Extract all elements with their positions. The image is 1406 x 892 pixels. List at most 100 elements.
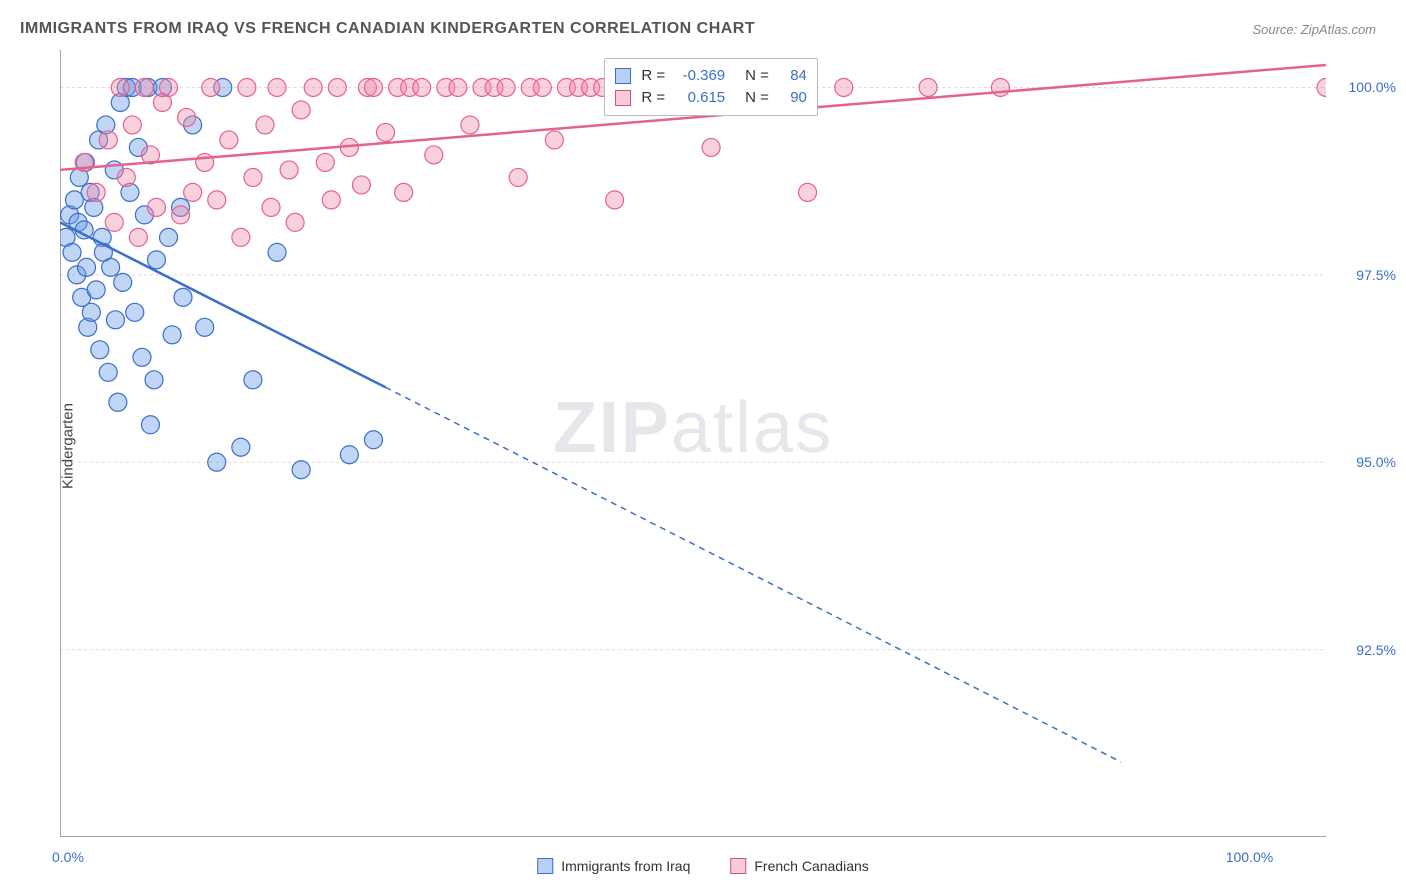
data-point-french [184,183,202,201]
trendline-dashed-iraq [386,387,1121,762]
trendline-iraq [60,222,386,387]
data-point-french [123,116,141,134]
data-point-french [606,191,624,209]
data-point-french [919,78,937,96]
data-point-iraq [91,341,109,359]
legend-swatch [537,858,553,874]
data-point-french [147,198,165,216]
data-point-iraq [63,243,81,261]
data-point-french [135,78,153,96]
data-point-french [160,78,178,96]
legend-n-value: 84 [779,65,807,87]
data-point-iraq [268,243,286,261]
legend-r-value: -0.369 [675,65,725,87]
data-point-french [835,78,853,96]
y-tick-label: 95.0% [1336,454,1396,470]
data-point-french [395,183,413,201]
legend-item: French Canadians [730,858,868,874]
legend-r-label: R = [641,87,665,109]
data-point-iraq [145,371,163,389]
legend-swatch [730,858,746,874]
data-point-french [117,168,135,186]
data-point-french [99,131,117,149]
data-point-french [497,78,515,96]
legend-row: R = 0.615 N = 90 [615,87,807,109]
legend-label: Immigrants from Iraq [561,858,690,874]
legend-label: French Canadians [754,858,868,874]
data-point-french [172,206,190,224]
data-point-french [87,183,105,201]
data-point-french [111,78,129,96]
source-attribution: Source: ZipAtlas.com [1252,22,1376,37]
data-point-iraq [292,461,310,479]
correlation-legend-box: R = -0.369 N = 84 R = 0.615 N = 90 [604,58,818,116]
data-point-french [364,78,382,96]
legend-n-label: N = [745,87,769,109]
data-point-french [799,183,817,201]
data-point-french [268,78,286,96]
data-point-iraq [364,431,382,449]
data-point-french [425,146,443,164]
data-point-french [286,213,304,231]
data-point-french [105,213,123,231]
data-point-french [196,153,214,171]
data-point-french [545,131,563,149]
legend-r-value: 0.615 [675,87,725,109]
data-point-french [461,116,479,134]
data-point-iraq [87,281,105,299]
data-point-french [256,116,274,134]
data-point-french [377,123,395,141]
y-tick-label: 100.0% [1336,79,1396,95]
data-point-french [178,108,196,126]
data-point-iraq [109,393,127,411]
legend-swatch [615,90,631,106]
y-tick-label: 92.5% [1336,642,1396,658]
y-tick-label: 97.5% [1336,267,1396,283]
data-point-french [280,161,298,179]
chart-title: IMMIGRANTS FROM IRAQ VS FRENCH CANADIAN … [20,20,755,38]
data-point-iraq [141,416,159,434]
data-point-iraq [196,318,214,336]
data-point-french [509,168,527,186]
data-point-iraq [114,273,132,291]
data-point-iraq [102,258,120,276]
data-point-iraq [174,288,192,306]
data-point-iraq [126,303,144,321]
data-point-french [129,228,147,246]
data-point-french [304,78,322,96]
data-point-french [533,78,551,96]
legend-n-label: N = [745,65,769,87]
data-point-iraq [82,303,100,321]
data-point-french [413,78,431,96]
data-point-iraq [106,311,124,329]
legend-item: Immigrants from Iraq [537,858,690,874]
data-point-iraq [133,348,151,366]
data-point-french [220,131,238,149]
data-point-iraq [208,453,226,471]
data-point-french [292,101,310,119]
scatter-plot-svg [60,50,1326,837]
data-point-iraq [160,228,178,246]
data-point-iraq [163,326,181,344]
data-point-french [322,191,340,209]
data-point-french [208,191,226,209]
data-point-french [202,78,220,96]
data-point-french [449,78,467,96]
series-legend: Immigrants from Iraq French Canadians [537,858,869,874]
data-point-french [1317,78,1326,96]
data-point-french [238,78,256,96]
legend-r-label: R = [641,65,665,87]
legend-n-value: 90 [779,87,807,109]
chart-area: ZIPatlas R = -0.369 N = 84 R = 0.615 N =… [60,50,1326,837]
data-point-french [702,138,720,156]
data-point-french [262,198,280,216]
data-point-iraq [244,371,262,389]
legend-swatch [615,68,631,84]
data-point-iraq [78,258,96,276]
data-point-french [244,168,262,186]
data-point-iraq [75,221,93,239]
data-point-french [352,176,370,194]
data-point-iraq [99,363,117,381]
x-tick-label: 100.0% [1226,849,1273,865]
x-tick-label: 0.0% [52,849,84,865]
